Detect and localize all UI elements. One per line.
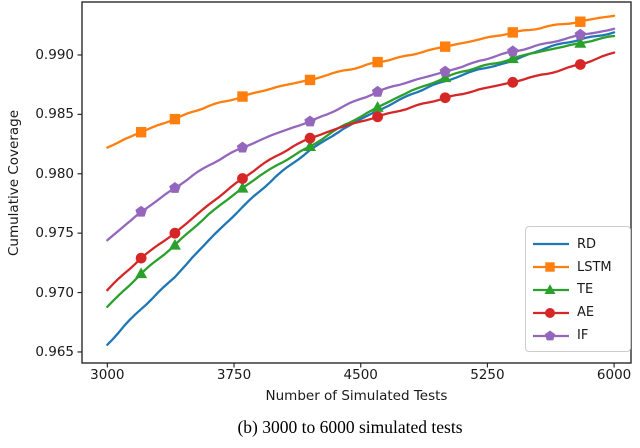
series-marker-TE: [371, 101, 384, 112]
series-marker-IF: [135, 205, 147, 217]
legend-sample-square-icon: [533, 262, 569, 272]
series-marker-IF: [439, 65, 451, 77]
series-marker-AE: [372, 111, 384, 123]
series-marker-IF: [574, 28, 586, 40]
series-marker-LSTM: [169, 113, 181, 125]
series-marker-IF: [169, 182, 181, 193]
series-marker-TE: [506, 52, 519, 64]
legend-item-AE: AE: [532, 301, 630, 324]
series-marker-LSTM: [439, 41, 451, 52]
series-marker-TE: [574, 36, 587, 48]
y-tick-label: 0.990: [35, 46, 74, 63]
series-marker-TE: [168, 238, 181, 250]
legend-item-RD: RD: [532, 233, 630, 256]
series-marker-TE: [304, 140, 317, 152]
x-tick-label: 3000: [90, 367, 125, 383]
series-marker-TE: [439, 71, 452, 83]
legend-label: TE: [577, 282, 594, 298]
series-marker-LSTM: [304, 74, 316, 86]
legend-label: LSTM: [577, 259, 612, 275]
x-tick-label: 5250: [470, 367, 505, 383]
legend-sample-circle-icon: [533, 307, 569, 318]
y-tick-label: 0.965: [35, 343, 74, 360]
series-marker-AE: [574, 59, 586, 70]
series-line-TE: [106, 34, 616, 308]
legend-item-TE: TE: [532, 279, 630, 302]
series-line-IF: [106, 27, 616, 242]
series-marker-AE: [169, 227, 181, 239]
x-axis-title: Number of Simulated Tests: [265, 388, 448, 404]
series-marker-LSTM: [507, 27, 518, 38]
y-tick-label: 0.970: [35, 284, 74, 301]
series-line-AE: [106, 51, 616, 292]
y-tick-label: 0.975: [35, 225, 74, 242]
x-tick-label: 6000: [596, 367, 632, 383]
series-marker-IF: [507, 45, 519, 57]
legend-sample-pentagon-icon: [533, 330, 569, 340]
figure-caption: (b) 3000 to 6000 simulated tests: [237, 417, 463, 437]
legend: RD LSTM TE AE IF: [525, 226, 631, 352]
series-marker-LSTM: [372, 56, 383, 68]
legend-label: RD: [577, 236, 597, 252]
legend-label: IF: [577, 328, 589, 344]
series-marker-AE: [237, 173, 248, 184]
legend-sample-none-icon: [533, 243, 569, 246]
y-tick-label: 0.985: [35, 106, 74, 123]
series-marker-AE: [135, 252, 147, 264]
series-marker-LSTM: [237, 91, 248, 102]
series-line-LSTM: [106, 14, 616, 149]
plot-frame: [81, 1, 632, 364]
legend-item-LSTM: LSTM: [532, 256, 630, 279]
legend-label: AE: [577, 305, 595, 321]
series-marker-IF: [304, 115, 316, 127]
y-tick-label: 0.980: [35, 165, 74, 182]
x-tick-label: 4500: [343, 367, 378, 383]
x-tick-label: 3750: [216, 367, 252, 383]
series-marker-IF: [236, 141, 249, 153]
series-marker-AE: [507, 76, 519, 88]
series-marker-IF: [371, 85, 384, 97]
y-axis-title: Cumulative Coverage: [6, 109, 22, 257]
legend-item-IF: IF: [532, 324, 630, 347]
series-marker-LSTM: [575, 16, 586, 27]
series-marker-AE: [439, 92, 451, 104]
series-marker-AE: [304, 132, 316, 144]
series-marker-LSTM: [135, 126, 147, 138]
series-marker-TE: [135, 267, 148, 279]
legend-sample-triangle-icon: [533, 284, 569, 294]
series-marker-TE: [236, 181, 249, 193]
